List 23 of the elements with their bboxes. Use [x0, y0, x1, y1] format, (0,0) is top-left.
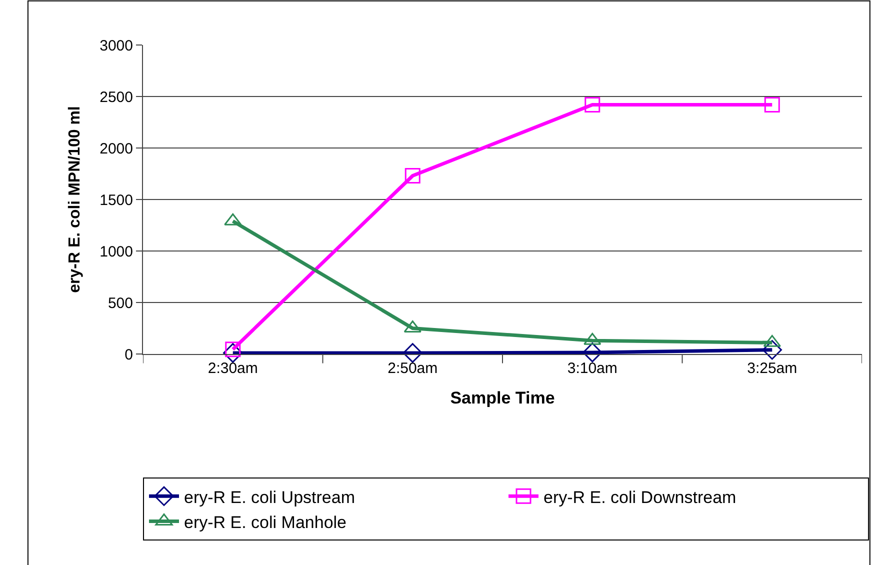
x-tick-label: 3:25am: [747, 360, 798, 377]
y-tick-label: 2500: [100, 88, 133, 106]
x-tick-label: 3:10am: [567, 360, 618, 377]
legend-label: ery-R E. coli Downstream: [544, 488, 736, 507]
point: [764, 96, 780, 112]
legend-label: ery-R E. coli Upstream: [184, 488, 355, 507]
y-tick-label: 3000: [100, 37, 133, 54]
y-tick-label: 2000: [100, 140, 133, 158]
x-tick-label: 2:30am: [208, 360, 258, 377]
x-axis-title: Sample Time: [450, 388, 555, 408]
y-tick-label: 0: [124, 346, 133, 364]
point: [762, 340, 782, 360]
point: [582, 342, 602, 362]
point: [223, 343, 243, 363]
x-tick-label: 2:50am: [388, 360, 438, 377]
y-tick-label: 500: [108, 294, 133, 312]
point: [404, 168, 420, 184]
y-axis-title: ery-R E. coli MPN/100 ml: [66, 106, 84, 293]
y-tick-label: 1000: [100, 243, 133, 260]
point: [402, 343, 422, 363]
legend-label: ery-R E. coli Manhole: [184, 512, 347, 532]
y-tick-label: 1500: [100, 192, 133, 209]
point: [584, 96, 600, 112]
